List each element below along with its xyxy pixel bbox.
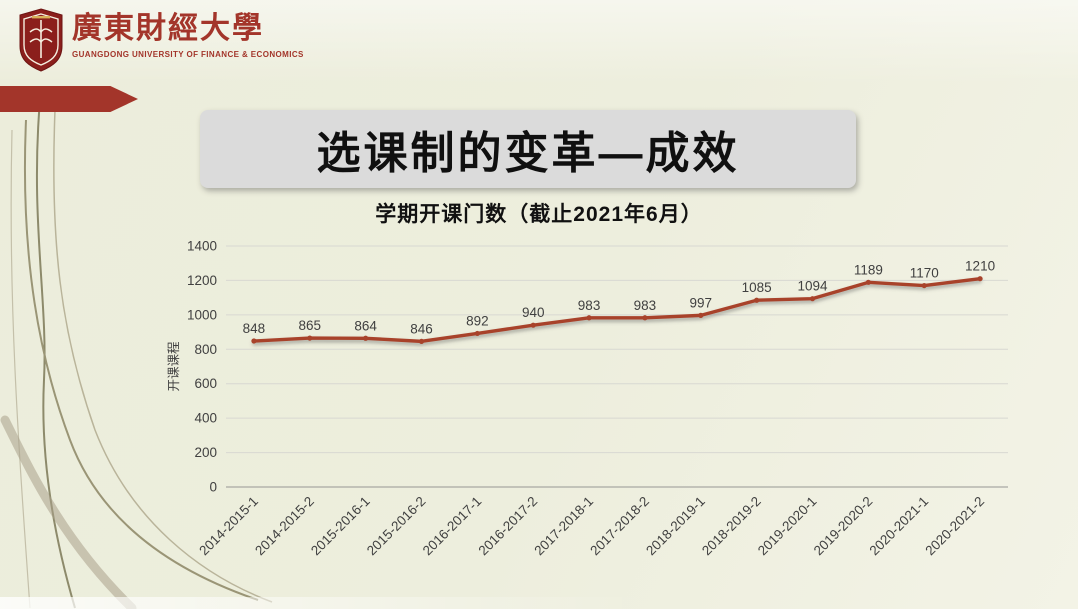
x-tick-label: 2018-2019-1 [643, 494, 708, 559]
x-tick-label: 2019-2020-1 [755, 494, 820, 559]
x-tick-label: 2014-2015-2 [252, 494, 317, 559]
data-point [474, 330, 480, 337]
data-label: 1189 [854, 262, 883, 277]
data-line [252, 277, 982, 344]
data-point [642, 315, 648, 321]
y-tick-label: 1200 [187, 273, 217, 288]
data-label: 983 [578, 298, 601, 313]
data-point [921, 282, 927, 289]
chart-title: 学期开课门数（截止2021年6月） [375, 203, 703, 226]
data-label: 892 [466, 313, 489, 328]
data-point [307, 335, 313, 341]
y-axis-title: 开课课程 [166, 341, 181, 392]
logo-text-block: 廣東財經大學 GUANGDONG UNIVERSITY OF FINANCE &… [72, 8, 304, 59]
data-point [251, 338, 257, 344]
university-shield-icon [19, 8, 63, 72]
x-tick-label: 2014-2015-1 [196, 494, 261, 559]
y-tick-label: 1400 [187, 239, 217, 254]
university-logo: 廣東財經大學 GUANGDONG UNIVERSITY OF FINANCE &… [18, 8, 304, 72]
slide-title: 选课制的变革—成效 [316, 129, 740, 178]
y-tick-label: 1000 [187, 307, 217, 322]
data-label: 1085 [742, 280, 772, 295]
y-tick-label: 0 [209, 480, 217, 495]
title-panel: 选课制的变革—成效 [200, 110, 856, 188]
data-point [418, 338, 425, 344]
data-point [586, 315, 592, 321]
x-tick-label: 2017-2018-2 [587, 494, 652, 559]
curve-line-thick [0, 415, 137, 609]
y-tick-label: 800 [194, 342, 217, 357]
x-tick-label: 2020-2021-2 [922, 494, 987, 559]
x-tick-label: 2019-2020-2 [811, 494, 876, 559]
university-name-english: GUANGDONG UNIVERSITY OF FINANCE & ECONOM… [72, 50, 304, 59]
red-arrow-banner [0, 86, 138, 112]
data-label: 940 [522, 305, 545, 320]
x-tick-label: 2018-2019-2 [699, 494, 764, 559]
data-label: 983 [634, 298, 657, 313]
x-tick-label: 2020-2021-1 [867, 494, 932, 559]
x-tick-label: 2015-2016-1 [308, 494, 373, 559]
curve-line [35, 99, 76, 609]
x-tick-label: 2016-2017-1 [420, 494, 485, 559]
x-tick-label: 2015-2016-2 [364, 494, 429, 559]
data-label: 1170 [910, 266, 939, 281]
data-label: 864 [354, 318, 377, 333]
data-point [865, 279, 871, 285]
data-point [977, 276, 983, 282]
line-chart: 0 200 400 600 800 1000 1200 1400 2014-2015-12014… [166, 239, 1008, 559]
data-label: 865 [299, 318, 322, 333]
data-label: 846 [410, 321, 433, 336]
y-tick-label: 400 [194, 411, 217, 426]
university-name-chinese: 廣東財經大學 [72, 12, 264, 45]
data-point [809, 296, 816, 302]
data-point [698, 312, 704, 318]
data-point [363, 335, 369, 341]
data-label: 848 [243, 321, 266, 336]
data-label: 1094 [797, 279, 828, 294]
data-label: 997 [690, 295, 713, 310]
x-tick-label: 2016-2017-2 [476, 494, 541, 559]
data-point [530, 322, 536, 328]
y-tick-label: 200 [194, 445, 217, 460]
data-label: 1210 [965, 259, 995, 274]
y-tick-label: 600 [194, 376, 217, 391]
x-tick-label: 2017-2018-1 [531, 494, 596, 559]
data-point [754, 297, 760, 303]
